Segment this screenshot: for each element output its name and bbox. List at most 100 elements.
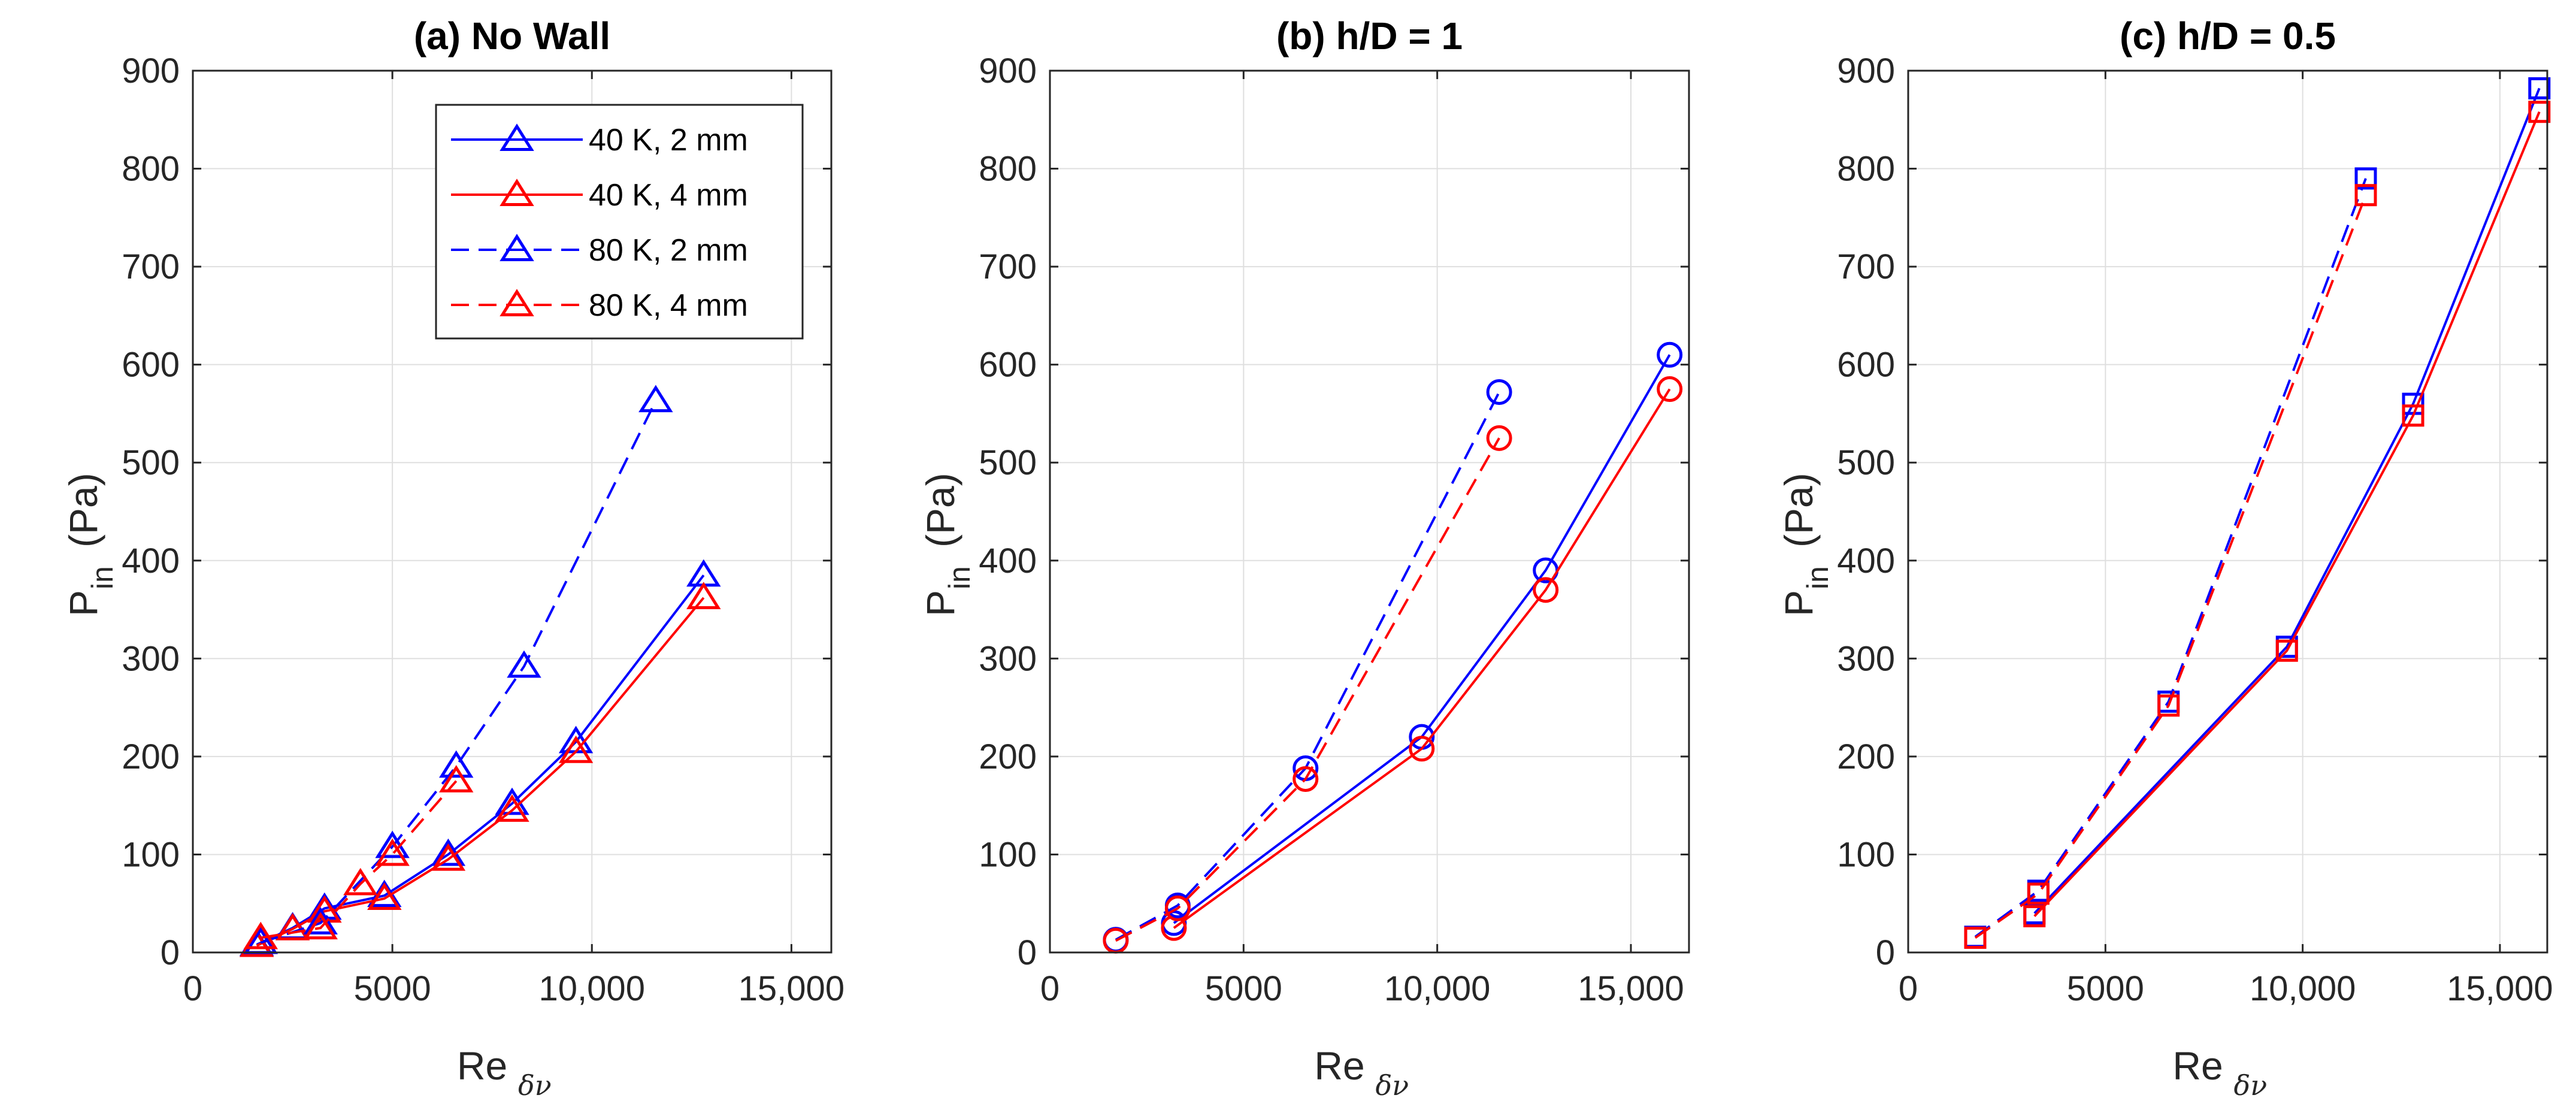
series-4 — [1964, 184, 2377, 949]
y-axis-label-symbol: P — [918, 590, 962, 616]
y-axis-label-unit: (Pa) — [1776, 473, 1821, 548]
data-point — [243, 921, 278, 949]
x-axis-label: Re — [457, 1044, 507, 1088]
legend-label: 80 K, 2 mm — [589, 233, 748, 268]
y-axis-label: Pin (Pa) — [918, 473, 976, 616]
y-tick-label: 100 — [122, 835, 180, 874]
data-point — [367, 882, 402, 911]
chart-panel-2: 0 5000 10,000 15,000 0 100 200 300 400 500 600 700 8… — [918, 14, 1690, 1102]
series-line — [1115, 437, 1500, 942]
y-tick-label: 800 — [1837, 150, 1895, 189]
data-point — [2528, 101, 2551, 123]
data-point — [1657, 341, 1683, 368]
data-point — [558, 736, 594, 763]
axes-box — [1049, 69, 1690, 954]
y-tick-label: 700 — [1837, 247, 1895, 286]
y-tick-label: 700 — [122, 247, 180, 286]
y-tick-label: 200 — [122, 737, 180, 776]
series-line — [1974, 194, 2367, 939]
y-axis-label-symbol: P — [1776, 590, 1821, 616]
y-axis-label-symbol: P — [61, 590, 105, 616]
y-tick-label: 900 — [979, 52, 1037, 90]
y-tick-label: 0 — [1018, 933, 1037, 972]
data-point — [686, 582, 721, 609]
y-tick-label: 0 — [161, 933, 180, 972]
data-point — [303, 912, 338, 940]
y-tick-label: 800 — [979, 150, 1037, 189]
x-tick-label: 5000 — [2067, 969, 2144, 1008]
data-point — [2528, 77, 2551, 99]
data-point — [343, 867, 378, 896]
y-tick-label: 600 — [979, 346, 1037, 385]
data-point — [1533, 577, 1559, 603]
x-axis-label: Re — [2172, 1044, 2223, 1088]
y-axis-label-subscript: in — [86, 566, 119, 589]
y-tick-label: 600 — [1837, 346, 1895, 385]
y-axis-label-unit: (Pa) — [918, 473, 962, 548]
data-point — [1486, 425, 1512, 451]
data-point — [2157, 694, 2180, 717]
data-point — [2275, 639, 2298, 662]
y-tick-label: 400 — [979, 542, 1037, 580]
x-tick-label: 15,000 — [1578, 969, 1684, 1008]
y-tick-label: 300 — [1837, 639, 1895, 678]
data-point — [1657, 376, 1683, 403]
data-point — [1164, 895, 1191, 921]
data-point — [1486, 379, 1512, 405]
series-line — [1115, 391, 1500, 941]
series-line — [1974, 178, 2367, 938]
legend-label: 40 K, 2 mm — [589, 123, 748, 158]
y-tick-label: 100 — [1837, 835, 1895, 874]
data-point — [507, 650, 541, 678]
data-point — [275, 913, 310, 940]
axes-box — [1907, 69, 2548, 954]
legend-label: 40 K, 4 mm — [589, 178, 748, 213]
x-tick-label: 10,000 — [2250, 969, 2356, 1008]
data-point — [1409, 736, 1435, 762]
y-tick-label: 500 — [979, 443, 1037, 482]
axes-box — [192, 69, 833, 954]
y-tick-label: 100 — [979, 835, 1037, 874]
y-tick-label: 400 — [122, 542, 180, 580]
x-tick-label: 5000 — [1205, 969, 1282, 1008]
data-point — [1292, 766, 1319, 793]
y-tick-label: 500 — [122, 443, 180, 482]
y-tick-label: 300 — [122, 639, 180, 678]
chart-panel-3: 0 5000 10,000 15,000 0 100 200 300 400 500 600 700 8… — [1776, 14, 2553, 1102]
y-axis-label: Pin (Pa) — [61, 473, 119, 616]
legend-label: 80 K, 4 mm — [589, 288, 748, 323]
data-point — [495, 794, 529, 822]
data-point — [375, 838, 410, 866]
x-tick-label: 0 — [183, 969, 202, 1008]
data-point — [495, 787, 529, 815]
x-tick-label: 0 — [1040, 969, 1060, 1008]
legend: 40 K, 2 mm 40 K, 4 mm 80 K, 2 mm 80 K, 4 mm — [435, 104, 804, 340]
legend-marker — [500, 123, 534, 151]
data-point — [1964, 926, 1987, 949]
series-line — [2033, 111, 2541, 917]
legend-marker — [500, 289, 534, 316]
series-line — [2033, 87, 2541, 914]
series-4 — [243, 765, 474, 949]
data-point — [439, 765, 474, 793]
x-tick-label: 0 — [1899, 969, 1918, 1008]
y-tick-label: 900 — [122, 52, 180, 90]
legend-box — [435, 104, 804, 340]
chart-title: (b) h/D = 1 — [1276, 14, 1463, 58]
series-2 — [2023, 101, 2551, 927]
x-axis-label-subscript: δν — [1376, 1069, 1409, 1102]
chart-panel-1: 0 5000 10,000 15,000 0 100 200 300 400 500 600 700 8… — [61, 14, 844, 1102]
data-point — [439, 750, 474, 778]
y-tick-label: 200 — [979, 737, 1037, 776]
x-axis-label: Re — [1314, 1044, 1364, 1088]
x-axis-label-subscript: δν — [2234, 1069, 2268, 1102]
y-tick-label: 700 — [979, 247, 1037, 286]
chart-title: (c) h/D = 0.5 — [2120, 14, 2336, 58]
series-line — [1173, 354, 1671, 924]
chart-title: (a) No Wall — [414, 14, 610, 58]
y-axis-label-subscript: in — [1801, 566, 1835, 589]
y-tick-label: 400 — [1837, 542, 1895, 580]
y-tick-label: 200 — [1837, 737, 1895, 776]
